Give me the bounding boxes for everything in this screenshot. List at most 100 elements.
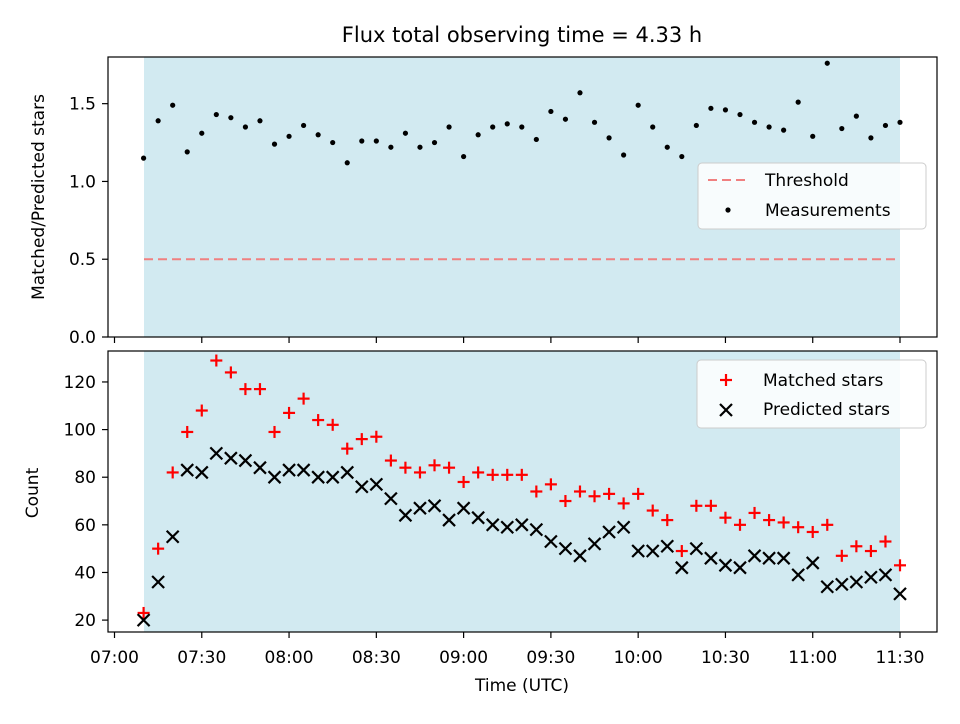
predicted-star-point — [369, 477, 384, 492]
bottom-legend-box — [696, 359, 927, 429]
matched-star-point — [253, 383, 266, 396]
measurement-point — [722, 107, 729, 113]
predicted-star-point — [398, 508, 413, 523]
matched-star-point — [137, 606, 150, 619]
predicted-star-point — [311, 470, 325, 484]
matched-star-point — [835, 549, 848, 562]
matched-star-point — [661, 514, 674, 527]
chart-title: Flux total observing time = 4.33 h — [342, 23, 702, 47]
measurement-point — [708, 105, 714, 111]
measurement-point — [519, 124, 525, 130]
matched-star-point — [370, 430, 383, 443]
matched-star-point — [501, 468, 514, 481]
predicted-star-point — [180, 463, 195, 477]
top-y-tick-label: 1.0 — [69, 172, 96, 192]
matched-star-point — [850, 540, 863, 553]
matched-star-point — [413, 466, 426, 479]
predicted-star-point — [253, 460, 267, 475]
measurement-point — [853, 113, 859, 119]
measurement-point — [388, 144, 394, 150]
x-tick-label: 11:30 — [876, 648, 925, 668]
predicted-star-point — [151, 575, 165, 589]
bottom-y-tick-label: 20 — [74, 611, 96, 631]
measurement-point — [650, 124, 656, 130]
measurement-point — [693, 122, 699, 129]
measurement-point — [301, 122, 307, 129]
bottom-y-tick-label: 100 — [64, 421, 96, 441]
top-y-tick-label: 0.0 — [69, 328, 96, 348]
measurements-legend-label: Measurements — [765, 201, 891, 221]
measurement-point — [475, 132, 481, 138]
predicted-star-point — [413, 501, 427, 515]
matched-star-point — [312, 414, 325, 427]
matched-star-point — [646, 504, 659, 517]
matched-star-point — [166, 466, 179, 479]
predicted-star-point — [456, 501, 471, 515]
matched-star-point — [399, 461, 412, 474]
measurement-point — [184, 149, 190, 155]
measurements-series — [140, 60, 903, 166]
matched-star-point — [530, 485, 543, 498]
matched-legend-swatch — [720, 374, 732, 386]
predicted-star-point — [384, 491, 398, 506]
measurement-point — [140, 155, 147, 161]
measurement-point — [359, 138, 365, 144]
x-tick-label: 11:00 — [788, 648, 837, 668]
top-legend-box — [697, 162, 927, 230]
x-tick-label: 09:00 — [439, 648, 488, 668]
matched-star-point — [428, 459, 441, 472]
predicted-star-point — [267, 470, 282, 484]
predicted-star-point — [529, 522, 544, 537]
predicted-star-point — [689, 541, 704, 556]
top-y-axis-label: Matched/Predicted stars — [29, 94, 49, 300]
bottom-y-tick-label: 80 — [74, 468, 96, 488]
predicted-star-point — [587, 537, 602, 551]
measurement-point — [330, 139, 336, 146]
predicted-star-point — [616, 520, 631, 534]
measurement-point — [257, 118, 263, 124]
measurements-legend-swatch — [725, 207, 731, 213]
measurement-point — [373, 138, 379, 144]
matched-star-point — [326, 418, 339, 431]
measurement-point — [868, 135, 874, 141]
matched-star-point — [617, 497, 630, 510]
matched-star-point — [777, 516, 790, 529]
x-tick-label: 07:30 — [177, 648, 226, 668]
matched-star-point — [690, 499, 703, 512]
matched-star-point — [224, 366, 237, 379]
x-tick-label: 08:30 — [352, 648, 401, 668]
measurement-point — [766, 124, 772, 130]
measurement-point — [344, 160, 350, 166]
threshold-legend-label: Threshold — [764, 171, 849, 191]
matched-star-point — [719, 511, 732, 524]
x-tick-label: 08:00 — [265, 648, 314, 668]
matched-star-point — [733, 518, 746, 531]
measurement-point — [839, 125, 845, 132]
x-tick-label: 07:00 — [90, 648, 139, 668]
measurement-point — [446, 124, 452, 130]
measurement-point — [751, 119, 758, 125]
matched-star-point — [515, 468, 528, 481]
matched-star-point — [355, 433, 368, 446]
matched-star-point — [632, 487, 645, 500]
bottom-y-tick-label: 120 — [64, 373, 96, 393]
predicted-star-point — [427, 499, 442, 513]
predicted-star-point — [675, 560, 689, 575]
matched-star-point — [341, 442, 354, 455]
measurement-point — [228, 115, 234, 121]
predicted-star-point — [835, 577, 849, 592]
matched-star-point — [603, 487, 616, 500]
x-tick-label: 10:30 — [701, 648, 750, 668]
matched-star-point — [283, 406, 296, 419]
predicted-star-point — [573, 549, 587, 563]
measurement-point — [155, 118, 161, 124]
matched-star-point — [573, 485, 586, 498]
measurement-point — [621, 152, 627, 158]
measurement-point — [897, 119, 903, 125]
predicted-star-point — [558, 541, 573, 556]
matched-star-point — [588, 490, 601, 503]
measurement-point — [199, 130, 205, 136]
matched-star-point — [792, 521, 805, 534]
x-axis-label: Time (UTC) — [474, 676, 569, 696]
predicted-star-point — [355, 479, 369, 494]
